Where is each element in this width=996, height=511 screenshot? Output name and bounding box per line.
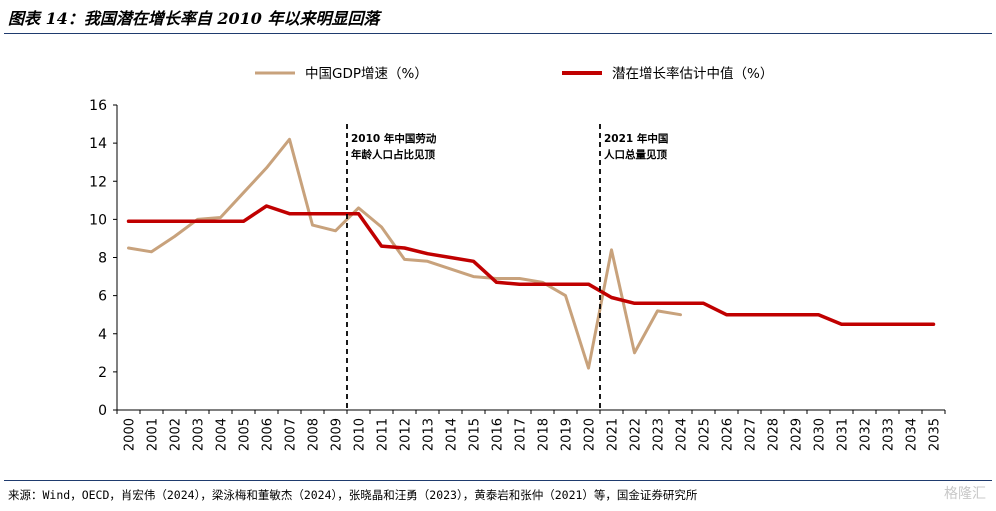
annotation-text: 人口总量见顶 [604,148,667,161]
x-tick-label: 2022 [629,418,644,451]
x-tick-label: 2010 [353,418,368,451]
x-tick-label: 2027 [744,418,759,451]
x-tick-label: 2024 [675,418,690,451]
y-tick-label: 12 [89,174,107,190]
x-tick-label: 2009 [330,418,345,451]
x-tick-label: 2011 [376,418,391,451]
x-tick-label: 2001 [146,418,161,451]
x-tick-label: 2003 [192,418,207,451]
x-tick-label: 2014 [445,418,460,451]
x-tick-label: 2012 [399,418,414,451]
x-tick-label: 2006 [261,418,276,451]
y-tick-label: 14 [89,136,107,152]
x-tick-label: 2017 [514,418,529,451]
series-line-2 [126,204,936,326]
x-tick-label: 2019 [560,418,575,451]
legend-label: 中国GDP增速（%） [305,66,428,82]
y-tick-label: 0 [98,403,107,419]
figure-header: 图表 14：我国潜在增长率自 2010 年以来明显回落 [0,0,996,32]
x-tick-label: 2020 [583,418,598,451]
annotation-text: 2021 年中国 [604,132,668,145]
x-tick-label: 2008 [307,418,322,451]
y-tick-label: 2 [98,365,107,381]
y-tick-label: 4 [98,327,107,343]
title-divider [4,33,992,34]
x-tick-label: 2007 [284,418,299,451]
x-tick-label: 2002 [169,418,184,451]
x-tick-label: 2034 [905,418,920,451]
x-tick-label: 2005 [238,418,253,451]
source-note: 来源：Wind，OECD，肖宏伟（2024），梁泳梅和董敏杰（2024），张晓晶… [8,488,698,502]
x-tick-label: 2029 [790,418,805,451]
legend-label: 潜在增长率估计中值（%） [612,65,773,82]
y-tick-label: 6 [98,289,107,305]
x-tick-label: 2035 [928,418,943,451]
x-tick-label: 2015 [468,418,483,451]
x-tick-label: 2018 [537,418,552,451]
x-tick-label: 2016 [491,418,506,451]
x-tick-label: 2026 [721,418,736,451]
y-tick-label: 8 [98,251,107,267]
x-tick-label: 2000 [123,418,138,451]
x-tick-label: 2030 [813,418,828,451]
chart-container: 0 2 4 6 8 10 12 14 16 2000 2001 2002 2003 2004 2005 200… [0,36,996,476]
line-chart: 0 2 4 6 8 10 12 14 16 2000 2001 2002 2003 2004 2005 200… [89,65,946,451]
annotation-text: 2010 年中国劳动 [351,132,437,145]
x-tick-label: 2031 [836,418,851,451]
x-tick-label: 2004 [215,418,230,451]
figure-title: 图表 14：我国潜在增长率自 2010 年以来明显回落 [8,9,380,28]
watermark-text: 格隆汇 [944,486,986,502]
series-line-1 [127,137,682,370]
y-tick-label: 16 [89,98,107,114]
annotation-text: 年龄人口占比见顶 [351,148,435,161]
x-tick-label: 2021 [606,418,621,451]
x-tick-label: 2025 [698,418,713,451]
x-tick-label: 2032 [859,418,874,451]
x-tick-label: 2013 [422,418,437,451]
y-tick-label: 10 [89,212,107,228]
x-tick-label: 2028 [767,418,782,451]
x-tick-label: 2033 [882,418,897,451]
x-tick-label: 2023 [652,418,667,451]
source-divider [4,480,992,481]
